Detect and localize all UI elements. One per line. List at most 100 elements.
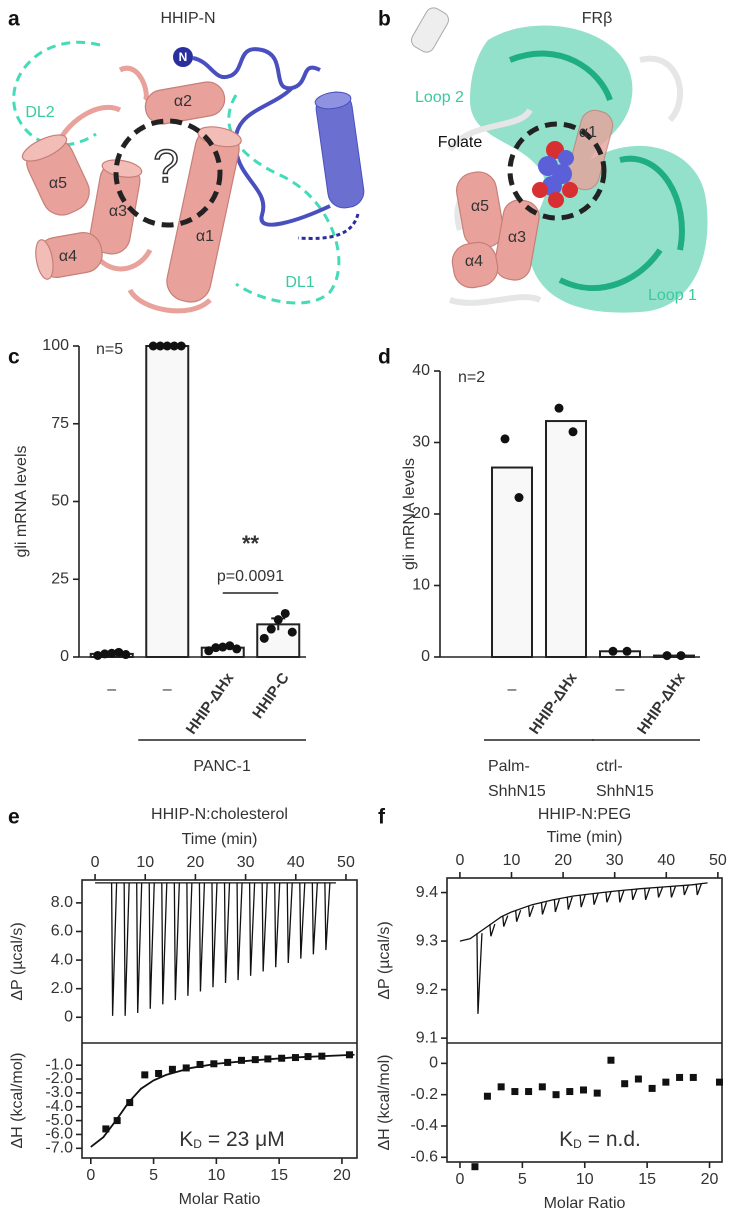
y-axis-label: gli mRNA levels — [401, 458, 418, 570]
injection-peak — [476, 933, 483, 1014]
helix-label: α1 — [579, 124, 597, 141]
x-tick-label: 0 — [455, 852, 464, 869]
x-tick-label: 20 — [187, 854, 205, 871]
structure-title: HHIP-N — [160, 10, 215, 27]
x-axis-label: Molar Ratio — [179, 1191, 261, 1208]
y-tick-label: 4.0 — [51, 951, 73, 968]
injection-peak — [502, 915, 509, 927]
bar — [145, 345, 190, 658]
panel-label: b — [378, 8, 391, 31]
injection-peak — [311, 882, 318, 955]
helix-label: α2 — [174, 93, 192, 110]
y-axis-label: ΔH (kcal/mol) — [376, 1054, 393, 1150]
injection-peak — [136, 882, 143, 1013]
ribbon — [297, 213, 360, 240]
x-tick-label: 10 — [576, 1171, 594, 1188]
injection-peak — [248, 882, 256, 976]
data-point — [259, 633, 269, 643]
data-point — [662, 1078, 670, 1086]
annotation-symbol: K — [559, 1128, 573, 1151]
panel-label: d — [378, 346, 391, 369]
injection-peak — [324, 882, 331, 951]
injection-peak — [489, 923, 496, 937]
data-point — [141, 1071, 149, 1079]
ligand-label: Folate — [438, 134, 483, 151]
helix — [494, 199, 540, 281]
helix — [101, 159, 143, 178]
terminus-label: N — [179, 50, 188, 64]
x-tick-label: 10 — [207, 1167, 225, 1184]
data-point — [676, 1073, 684, 1081]
injection-peak — [123, 882, 130, 1016]
x-tick-label: 20 — [554, 852, 572, 869]
loop-outline — [12, 40, 101, 147]
helix — [21, 134, 90, 216]
terminus-marker — [173, 47, 193, 67]
data-point — [176, 341, 186, 351]
data-point — [224, 1058, 232, 1066]
data-point — [273, 615, 283, 625]
data-point — [225, 641, 235, 651]
data-point — [182, 1064, 190, 1072]
bar — [491, 466, 533, 658]
helix-label: α5 — [49, 175, 67, 192]
annotation-subscript: D — [573, 1137, 582, 1151]
injection-peak — [223, 882, 231, 983]
y-tick-label: 9.4 — [416, 884, 438, 901]
data-point — [168, 1065, 176, 1073]
injection-peak — [148, 882, 155, 1009]
x-tick-label: 20 — [701, 1171, 719, 1188]
data-point — [608, 646, 618, 656]
y-tick-label: -1.0 — [45, 1056, 73, 1073]
x-axis-label: Molar Ratio — [544, 1195, 626, 1212]
injection-peak — [540, 902, 548, 915]
data-point — [162, 341, 172, 351]
annotation: KD = n.d. — [559, 1128, 641, 1152]
data-point — [280, 608, 290, 618]
helix — [35, 239, 54, 280]
annotation-symbol: K — [179, 1128, 193, 1151]
y-tick-label: -0.2 — [410, 1086, 438, 1103]
ligand — [558, 150, 574, 166]
data-point — [689, 1073, 697, 1081]
helix — [411, 7, 449, 53]
data-point — [107, 648, 117, 658]
y-tick-label: 0 — [60, 648, 69, 665]
loop-label: Loop 1 — [648, 287, 697, 304]
bar — [653, 654, 695, 659]
structure-a: HHIP-N N ? α2 α5 α3 α4 α1 DL2 DL1 — [12, 10, 365, 314]
injection-peak — [695, 883, 702, 896]
data-point — [148, 341, 158, 351]
ribbon — [508, 50, 685, 291]
injection-peak — [110, 882, 118, 1016]
data-point — [232, 644, 242, 654]
injection-peak — [261, 882, 268, 972]
injection-peak — [669, 886, 677, 898]
x-tick-label: 30 — [237, 854, 255, 871]
helix-label: α3 — [109, 203, 127, 220]
data-point — [497, 1083, 505, 1091]
y-tick-label: -7.0 — [45, 1140, 73, 1157]
x-tick-label: HHIP-C — [249, 670, 293, 722]
helix — [451, 241, 499, 289]
data-point — [318, 1052, 326, 1060]
y-tick-label: -2.0 — [45, 1070, 73, 1087]
loop-label: DL1 — [285, 274, 314, 291]
annotation-subscript: D — [193, 1137, 202, 1151]
data-point — [251, 1056, 259, 1064]
injection-peak — [198, 882, 206, 992]
helix — [89, 159, 143, 255]
y-axis-label: ΔP (µcal/s) — [9, 922, 26, 1000]
x-tick-label: 50 — [337, 854, 355, 871]
data-point — [566, 1088, 574, 1096]
data-point — [554, 403, 564, 413]
y-tick-label: -5.0 — [45, 1112, 73, 1129]
x-tick-label: HHIP-ΔHx — [634, 669, 689, 737]
helix — [35, 231, 103, 280]
helix-label: α4 — [465, 253, 483, 270]
injection-peak — [605, 891, 612, 903]
data-point — [102, 1125, 110, 1133]
chart-title: HHIP-N:PEG — [538, 806, 631, 823]
ribbon — [192, 47, 331, 227]
